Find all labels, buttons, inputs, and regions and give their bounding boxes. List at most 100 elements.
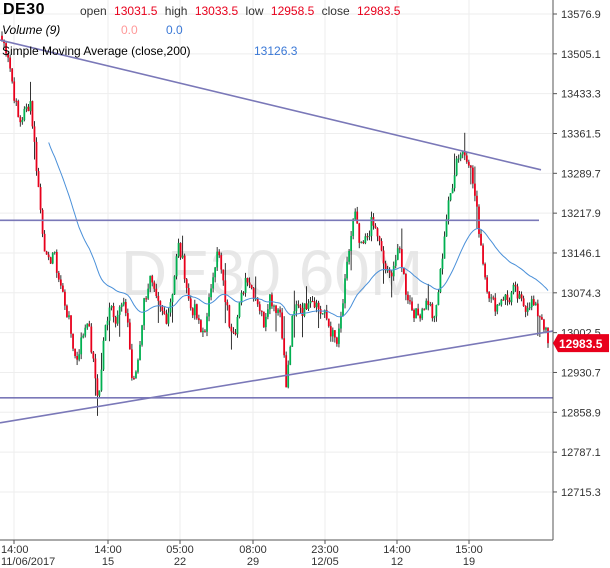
candle-body: [340, 315, 342, 329]
candle-body: [502, 299, 505, 301]
candle-body: [285, 355, 288, 388]
candle-body: [92, 352, 95, 359]
candle-body: [358, 223, 361, 243]
candle-body: [122, 302, 125, 305]
candle-body: [348, 251, 350, 262]
x-tick-time: 23:00: [311, 544, 339, 556]
x-tick-date: 22: [174, 556, 186, 568]
candle-body: [220, 255, 223, 270]
candle-body: [421, 309, 424, 319]
candle-body: [409, 300, 411, 302]
candle-body: [439, 269, 442, 293]
candle-body: [315, 302, 318, 308]
y-tick-label: 13289.7: [561, 168, 601, 180]
x-tick-date: 11/06/2017: [1, 556, 55, 568]
candle-body: [431, 303, 434, 319]
candle-body: [118, 307, 121, 315]
x-tick-time: 08:00: [239, 544, 267, 556]
candle-body: [297, 304, 300, 306]
candle-body: [183, 255, 186, 280]
candle-body: [372, 217, 375, 226]
candle-body: [13, 81, 16, 101]
candle-body: [528, 307, 531, 309]
candle-body: [23, 108, 26, 121]
candle-body: [459, 154, 462, 159]
candle-body: [311, 301, 314, 303]
candle-body: [193, 304, 196, 316]
candle-body: [309, 301, 312, 304]
candle-body: [476, 195, 478, 207]
candle-body: [532, 299, 535, 306]
candle-body: [386, 269, 389, 271]
candle-body: [443, 236, 446, 259]
candle-body: [536, 303, 539, 317]
candle-body: [86, 323, 89, 328]
y-axis: 13576.9 13505.1 13433.3 13361.5 13289.7 13217…: [552, 0, 610, 568]
candle-body: [185, 279, 188, 288]
y-tick-label: 12715.3: [561, 487, 601, 499]
candle-body: [474, 183, 476, 196]
candle-body: [242, 292, 245, 294]
candle-body: [64, 291, 66, 306]
candle-body: [137, 360, 139, 372]
candle-body: [260, 310, 263, 312]
candle-body: [39, 187, 42, 210]
candle-body: [350, 235, 353, 252]
candle-body: [465, 155, 468, 162]
candle-body: [15, 100, 18, 102]
candle-body: [281, 312, 284, 339]
candle-body: [139, 344, 141, 361]
candle-body: [72, 333, 74, 349]
candle-body: [370, 217, 373, 236]
candle-body: [236, 316, 239, 335]
x-tick-time: 15:00: [455, 544, 483, 556]
candle-body: [541, 317, 543, 320]
candle-body: [384, 263, 387, 271]
candle-body: [82, 335, 85, 338]
candle-body: [543, 319, 545, 330]
candle-body: [486, 277, 489, 292]
candle-body: [179, 242, 182, 258]
candle-body: [362, 241, 365, 244]
candle-body: [246, 277, 249, 283]
candle-body: [303, 303, 306, 316]
candle-body: [234, 332, 237, 335]
candle-body: [382, 250, 385, 264]
candle-body: [212, 277, 214, 289]
candle-body: [317, 302, 320, 310]
candle-body: [45, 251, 48, 255]
candle-body: [277, 309, 279, 313]
candle-body: [376, 228, 379, 237]
open-label: open: [80, 4, 107, 18]
candle-body: [279, 309, 281, 313]
candle-body: [151, 275, 154, 283]
candle-body: [187, 287, 190, 299]
candle-body: [433, 316, 436, 319]
candle-body: [524, 305, 527, 312]
x-tick-date: 12/05: [311, 556, 339, 568]
trendlines: [0, 39, 556, 424]
candle-body: [400, 249, 403, 268]
candle-body: [70, 315, 72, 334]
low-value: 12958.5: [270, 4, 315, 18]
candle-body: [43, 233, 46, 252]
candle-body: [66, 305, 68, 318]
candle-body: [390, 272, 393, 277]
candle-body: [275, 305, 277, 313]
candle-body: [53, 251, 56, 253]
candle-body: [21, 120, 24, 123]
candle-body: [17, 101, 20, 118]
candle-body: [114, 317, 117, 324]
candle-body: [522, 298, 525, 306]
candle-body: [171, 294, 174, 303]
candle-body: [31, 101, 34, 127]
candle-body: [258, 304, 261, 311]
candle-body: [120, 304, 123, 308]
last-price-label: 12983.5: [559, 337, 603, 351]
y-axis-panel: [553, 0, 610, 568]
candle-body: [368, 235, 371, 237]
x-tick-date: 12: [391, 556, 403, 568]
sma-line: [48, 142, 549, 318]
candle-body: [437, 292, 440, 306]
